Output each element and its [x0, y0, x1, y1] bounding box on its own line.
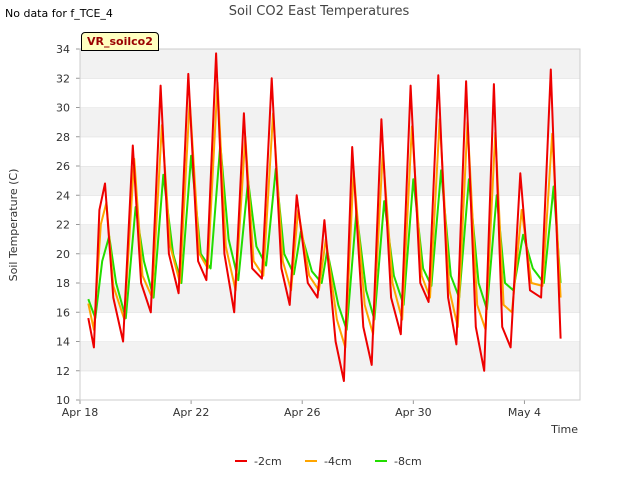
no-data-note: No data for f_TCE_4	[5, 7, 113, 20]
grid-band	[80, 341, 580, 371]
legend-label: -4cm	[324, 455, 352, 468]
y-tick-label: 22	[56, 219, 70, 232]
y-tick-label: 28	[56, 131, 70, 144]
y-tick-label: 14	[56, 336, 70, 349]
x-tick-label: Apr 18	[62, 406, 99, 419]
y-tick-label: 12	[56, 365, 70, 378]
grid-band	[80, 224, 580, 254]
y-axis-label: Soil Temperature (C)	[7, 169, 20, 282]
series-line-2cm	[87, 52, 562, 382]
x-tick-label: May 4	[508, 406, 541, 419]
y-tick-label: 24	[56, 189, 70, 202]
y-tick-label: 10	[56, 394, 70, 407]
y-tick-label: 18	[56, 277, 70, 290]
x-axis: Apr 18 Apr 22 Apr 26 Apr 30 May 4	[62, 400, 541, 419]
site-badge: VR_soilco2	[81, 32, 159, 51]
grid-band	[80, 166, 580, 196]
plot-frame	[79, 48, 581, 401]
chart-title: Soil CO2 East Temperatures	[229, 4, 410, 19]
x-axis-label: Time	[550, 423, 578, 436]
grid-band	[80, 78, 580, 108]
y-tick-label: 20	[56, 248, 70, 261]
y-tick-label: 30	[56, 102, 70, 115]
x-tick-label: Apr 30	[395, 406, 432, 419]
y-tick-label: 26	[56, 160, 70, 173]
y-axis: 10 12 14 16 18 20 22 24 26 28 30 32 34	[56, 43, 80, 407]
x-tick-label: Apr 22	[173, 406, 210, 419]
y-tick-label: 34	[56, 43, 70, 56]
grid-band	[80, 312, 580, 342]
grid-bands	[80, 48, 580, 400]
grid-band	[80, 136, 580, 166]
legend-label: -8cm	[394, 455, 422, 468]
y-tick-label: 32	[56, 72, 70, 85]
series-line-8cm	[87, 143, 562, 331]
grid-band	[80, 370, 580, 400]
grid-band	[80, 107, 580, 137]
grid-band	[80, 49, 580, 79]
legend-label: -2cm	[254, 455, 282, 468]
legend: -2cm -4cm -8cm	[235, 455, 422, 468]
series-lines	[87, 52, 562, 382]
y-tick-label: 16	[56, 306, 70, 319]
x-tick-label: Apr 26	[284, 406, 321, 419]
